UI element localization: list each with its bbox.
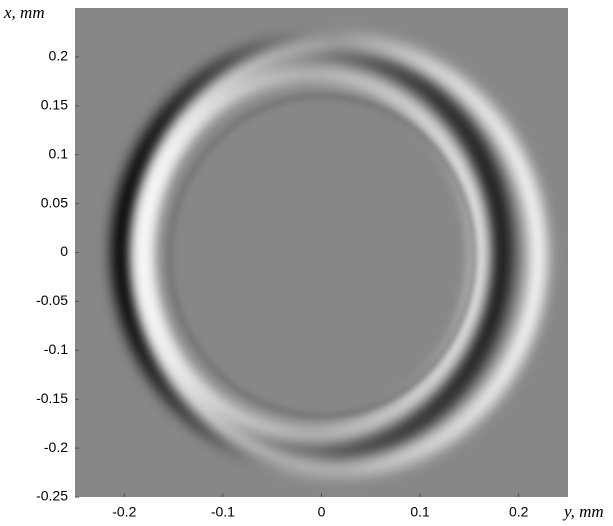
y-tick-label: 0.05 bbox=[41, 194, 68, 210]
y-tick-label: 0.2 bbox=[49, 48, 69, 64]
chart: x, mm y, mm -0.25 -0.2 -0.15 -0.1 -0.05 0 0.05… bbox=[0, 0, 613, 526]
y-tick-label: 0.15 bbox=[41, 97, 68, 113]
y-tick-label: -0.05 bbox=[36, 292, 68, 308]
image-area bbox=[75, 8, 568, 497]
y-tick-label: -0.2 bbox=[44, 439, 68, 455]
y-tick-label: 0 bbox=[60, 243, 68, 259]
y-tick-label: 0.1 bbox=[49, 145, 69, 161]
y-tick-label: -0.1 bbox=[44, 341, 68, 357]
x-tick-label: 0.1 bbox=[410, 504, 430, 520]
x-tick-label: -0.1 bbox=[211, 504, 235, 520]
y-axis-label: x, mm bbox=[3, 3, 45, 22]
x-tick-label: -0.2 bbox=[112, 504, 136, 520]
x-tick-label: 0 bbox=[318, 504, 326, 520]
y-tick-label: -0.15 bbox=[36, 390, 68, 406]
x-tick-label: 0.2 bbox=[509, 504, 529, 520]
x-axis-label: y, mm bbox=[562, 502, 604, 521]
y-tick-label: -0.25 bbox=[36, 488, 68, 504]
